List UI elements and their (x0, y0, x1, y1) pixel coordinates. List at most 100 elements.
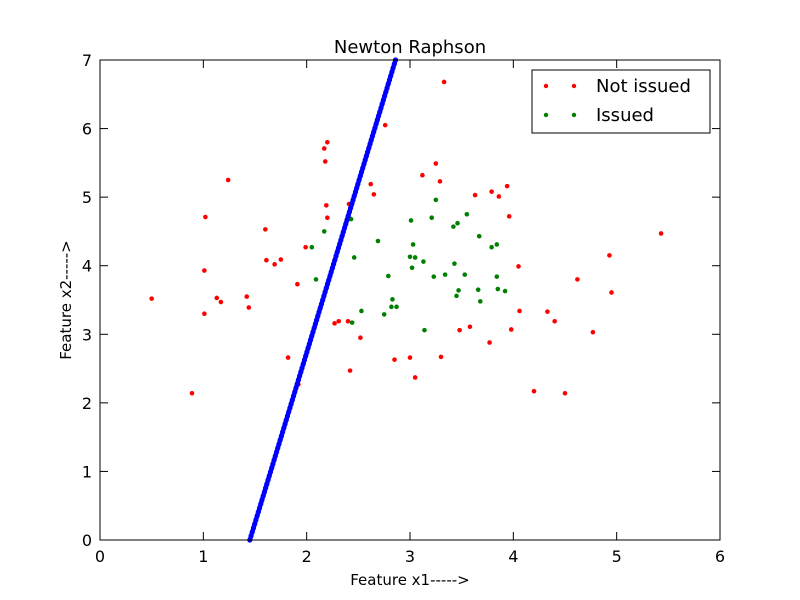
decision-boundary-marker (310, 329, 316, 335)
decision-boundary-marker (329, 265, 335, 271)
point-not-issued (295, 281, 300, 287)
decision-boundary-marker (277, 437, 283, 443)
decision-boundary-marker (299, 365, 305, 371)
point-issued (476, 233, 482, 239)
x-tick-label: 0 (95, 547, 105, 566)
point-issued (421, 259, 426, 264)
decision-boundary-marker (331, 261, 337, 267)
y-tick-label: 2 (82, 394, 92, 413)
decision-boundary-marker (335, 245, 342, 251)
series-layer (149, 57, 664, 543)
decision-boundary-marker (322, 289, 328, 295)
x-tick-label: 5 (612, 547, 622, 566)
y-tick-label: 6 (82, 120, 92, 139)
decision-boundary-marker (253, 517, 259, 523)
decision-boundary-marker (271, 457, 277, 463)
point-issued (409, 265, 415, 271)
decision-boundary-marker (362, 157, 368, 163)
point-not-issued (345, 318, 351, 324)
point-not-issued (278, 257, 284, 262)
decision-boundary-marker (306, 341, 312, 347)
decision-boundary-marker (382, 93, 388, 99)
point-issued (422, 327, 427, 333)
decision-boundary-marker (254, 513, 260, 519)
decision-boundary-marker (256, 505, 263, 511)
point-issued (464, 211, 470, 217)
point-not-issued (392, 357, 397, 362)
decision-boundary-marker (305, 345, 311, 351)
point-issued (375, 238, 381, 244)
decision-boundary-marker (339, 233, 345, 239)
decision-boundary-marker (264, 481, 270, 487)
decision-boundary-marker (366, 145, 372, 151)
point-issued (386, 273, 391, 279)
decision-boundary-marker (303, 353, 309, 359)
point-issued (433, 197, 439, 203)
point-not-issued (412, 375, 418, 380)
point-not-issued (531, 388, 537, 394)
decision-boundary-marker (288, 401, 294, 407)
point-not-issued (264, 257, 269, 263)
legend-label-not-issued: Not issued (596, 76, 691, 97)
decision-boundary-marker (326, 277, 332, 283)
decision-boundary-marker (355, 181, 361, 187)
decision-boundary-marker (304, 349, 310, 355)
decision-boundary-marker (320, 297, 326, 303)
legend: Not issued Issued (531, 69, 711, 134)
point-not-issued (347, 368, 353, 373)
y-tick-label: 0 (82, 531, 92, 550)
decision-boundary-marker (360, 165, 366, 171)
legend-marker-issued-right (571, 112, 577, 118)
decision-boundary-marker (371, 129, 377, 135)
legend-label-issued: Issued (596, 105, 654, 126)
point-issued (456, 288, 461, 293)
decision-boundary-marker (344, 217, 350, 223)
decision-boundary-marker (385, 81, 391, 87)
point-issued (431, 274, 437, 279)
decision-boundary-marker (312, 321, 318, 327)
point-not-issued (272, 262, 277, 267)
point-not-issued (590, 329, 596, 335)
point-not-issued (467, 324, 473, 330)
point-not-issued (285, 355, 291, 360)
point-not-issued (552, 318, 557, 324)
decision-boundary-marker (265, 477, 271, 483)
point-not-issued (545, 309, 550, 314)
decision-boundary-marker (300, 361, 306, 367)
decision-boundary-marker (297, 373, 303, 379)
decision-boundary-marker (378, 105, 384, 111)
decision-boundary-marker (334, 249, 340, 255)
decision-boundary-marker (272, 453, 278, 459)
point-not-issued (472, 192, 478, 198)
decision-boundary-marker (343, 221, 349, 227)
decision-boundary-marker (373, 121, 379, 127)
decision-boundary-marker (350, 197, 356, 203)
decision-boundary-marker (379, 101, 385, 107)
decision-boundary-marker (377, 109, 383, 115)
point-not-issued (437, 179, 443, 184)
point-issued (475, 287, 481, 293)
decision-boundary-marker (352, 189, 359, 195)
point-not-issued (358, 335, 363, 341)
decision-boundary-marker (293, 385, 299, 391)
decision-boundary-marker (341, 225, 348, 231)
y-axis-label: Feature x2-----> (57, 240, 75, 360)
decision-boundary-marker (365, 149, 371, 155)
decision-boundary-marker (380, 97, 386, 103)
legend-marker-issued-left (543, 112, 549, 118)
decision-boundary-marker (356, 177, 362, 183)
decision-boundary-marker (390, 65, 396, 71)
y-tick-label: 7 (82, 51, 92, 70)
point-not-issued (457, 327, 462, 333)
point-not-issued (658, 231, 664, 236)
point-not-issued (368, 181, 374, 187)
decision-boundary-marker (315, 313, 321, 319)
point-issued (494, 274, 500, 279)
decision-boundary-marker (258, 501, 264, 507)
decision-boundary-marker (290, 393, 297, 399)
decision-boundary-marker (327, 273, 333, 279)
point-issued (454, 293, 459, 299)
decision-boundary-marker (388, 73, 394, 79)
decision-boundary-marker (340, 229, 346, 235)
decision-boundary-marker (309, 333, 315, 339)
